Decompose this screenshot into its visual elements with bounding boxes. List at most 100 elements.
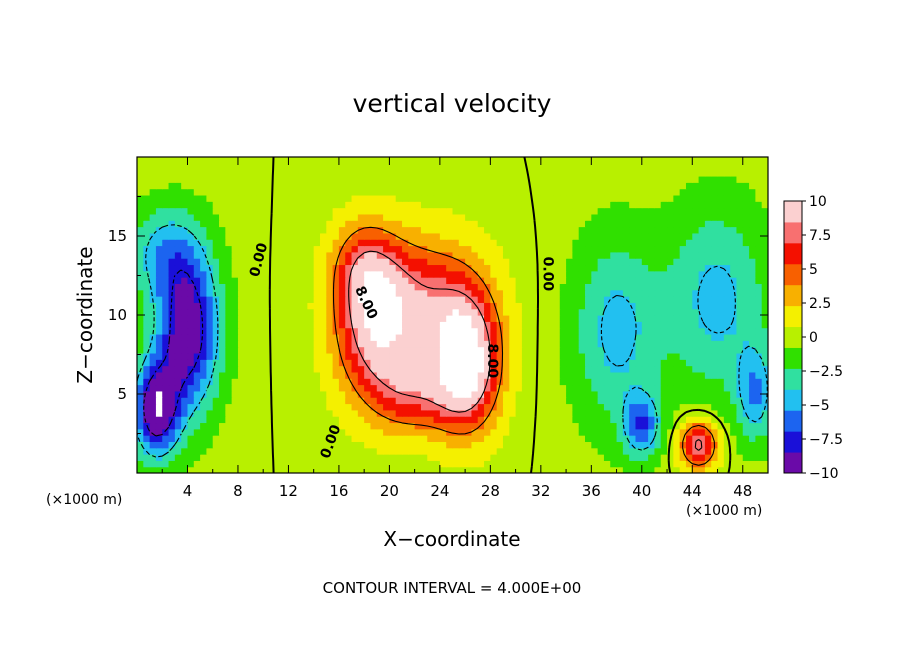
heatmap-cell [420, 397, 428, 405]
heatmap-cell [477, 390, 485, 398]
heatmap-cell [755, 169, 763, 177]
heatmap-cell [383, 169, 390, 177]
heatmap-cell [559, 207, 567, 215]
heatmap-cell [332, 390, 340, 398]
heatmap-cell [477, 277, 485, 284]
heatmap-cell [275, 207, 283, 215]
heatmap-cell [711, 409, 719, 417]
heatmap-cell [749, 264, 756, 272]
heatmap-cell [174, 213, 182, 221]
heatmap-cell [572, 308, 580, 316]
heatmap-cell [162, 194, 170, 202]
heatmap-cell [465, 416, 473, 424]
heatmap-cell [225, 277, 233, 284]
heatmap-cell [458, 232, 466, 240]
heatmap-cell [477, 428, 485, 436]
heatmap-cell [395, 315, 403, 322]
heatmap-cell [149, 194, 157, 202]
heatmap-cell [319, 175, 327, 183]
heatmap-cell [263, 460, 271, 468]
heatmap-cell [301, 226, 308, 234]
heatmap-cell [137, 447, 144, 455]
heatmap-cell [685, 188, 693, 196]
heatmap-cell [439, 245, 447, 253]
heatmap-cell [370, 232, 378, 240]
heatmap-cell [212, 378, 220, 386]
heatmap-cell [370, 441, 378, 449]
heatmap-cell [490, 157, 498, 164]
heatmap-cell [168, 169, 176, 177]
heatmap-cell [326, 371, 334, 379]
heatmap-cell [711, 359, 719, 367]
heatmap-cell [717, 378, 725, 386]
heatmap-cell [256, 340, 264, 348]
heatmap-cell [761, 277, 768, 284]
heatmap-cell [269, 277, 277, 284]
heatmap-cell [181, 409, 189, 417]
heatmap-cell [509, 226, 517, 234]
heatmap-cell [641, 454, 649, 461]
heatmap-cell [143, 416, 151, 424]
heatmap-cell [509, 270, 517, 278]
heatmap-cell [692, 397, 700, 405]
heatmap-cell [603, 340, 611, 348]
heatmap-cell [736, 232, 744, 240]
heatmap-cell [244, 163, 252, 171]
heatmap-cell [572, 397, 580, 405]
heatmap-cell [294, 182, 302, 190]
heatmap-cell [307, 390, 315, 398]
heatmap-cell [250, 371, 258, 379]
heatmap-cell [345, 182, 353, 190]
heatmap-cell [736, 283, 744, 291]
heatmap-cell [395, 327, 403, 335]
heatmap-cell [452, 163, 460, 171]
heatmap-cell [509, 264, 517, 272]
heatmap-cell [685, 422, 693, 430]
heatmap-cell [566, 277, 573, 284]
heatmap-cell [616, 403, 624, 411]
heatmap-cell [206, 441, 214, 449]
heatmap-cell [168, 359, 176, 367]
heatmap-cell [761, 207, 768, 215]
heatmap-cell [723, 163, 731, 171]
heatmap-cell [332, 352, 340, 360]
heatmap-cell [711, 460, 719, 468]
heatmap-cell [629, 264, 637, 272]
heatmap-cell [458, 346, 466, 354]
heatmap-cell [256, 201, 264, 209]
heatmap-cell [389, 169, 397, 177]
heatmap-cell [250, 390, 258, 398]
heatmap-cell [155, 371, 163, 379]
heatmap-cell [439, 346, 447, 354]
heatmap-cell [692, 264, 700, 272]
heatmap-cell [395, 207, 403, 215]
heatmap-cell [528, 232, 536, 240]
heatmap-cell [622, 245, 630, 253]
heatmap-cell [515, 213, 523, 221]
heatmap-cell [521, 163, 529, 171]
heatmap-cell [420, 428, 428, 436]
heatmap-cell [326, 258, 334, 266]
heatmap-cell [553, 289, 561, 297]
heatmap-cell [357, 403, 365, 411]
heatmap-cell [282, 207, 290, 215]
heatmap-cell [616, 213, 624, 221]
heatmap-cell [597, 264, 605, 272]
heatmap-cell [326, 220, 334, 228]
heatmap-cell [717, 416, 725, 424]
heatmap-cell [502, 403, 510, 411]
heatmap-cell [332, 416, 340, 424]
heatmap-cell [685, 384, 693, 392]
heatmap-cell [521, 213, 529, 221]
heatmap-cell [742, 390, 750, 398]
heatmap-cell [193, 270, 201, 278]
heatmap-cell [376, 163, 384, 171]
heatmap-cell [521, 226, 529, 234]
heatmap-cell [749, 403, 756, 411]
heatmap-cell [294, 422, 302, 430]
heatmap-cell [730, 416, 738, 424]
heatmap-cell [446, 175, 454, 183]
heatmap-cell [521, 169, 529, 177]
heatmap-cell [137, 352, 144, 360]
heatmap-cell [515, 169, 523, 177]
